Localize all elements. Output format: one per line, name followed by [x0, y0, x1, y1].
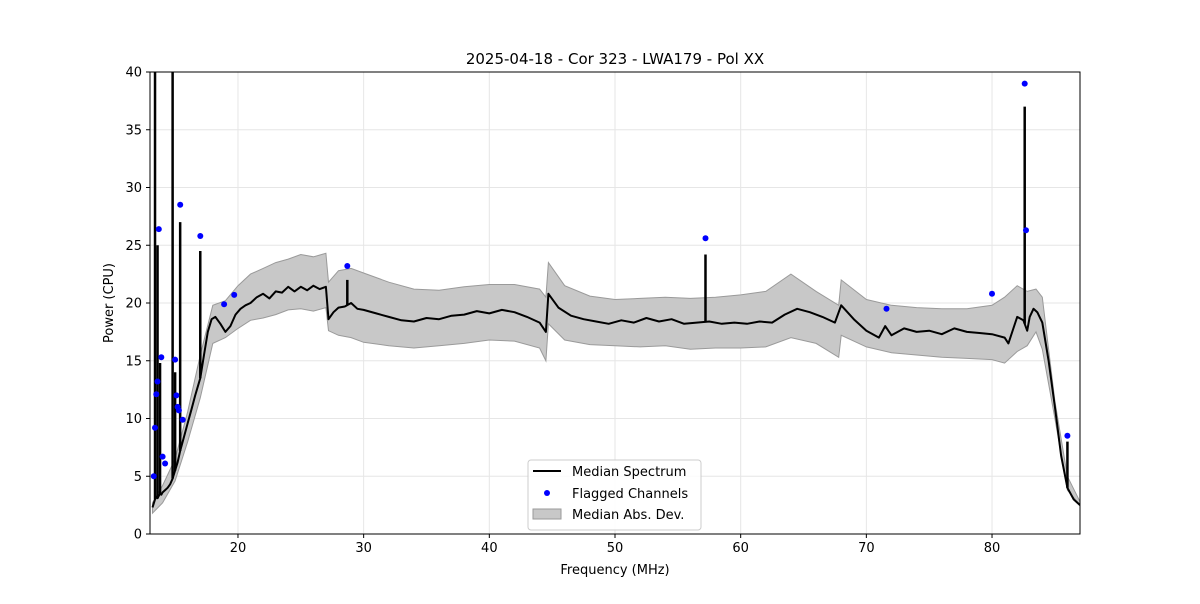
x-axis-label: Frequency (MHz): [560, 563, 669, 578]
x-tick-label: 70: [858, 541, 875, 556]
y-tick-label: 5: [134, 470, 142, 485]
x-tick-label: 40: [481, 541, 498, 556]
flagged-channel-point: [154, 378, 161, 385]
flagged-channel-point: [179, 416, 186, 423]
flagged-channel-point: [989, 290, 995, 297]
y-tick-label: 15: [125, 354, 142, 369]
flagged-channel-point: [153, 391, 160, 398]
flagged-channel-point: [159, 453, 166, 460]
y-tick-label: 20: [125, 297, 142, 312]
y-tick-label: 10: [125, 412, 142, 427]
flagged-channel-point: [1023, 227, 1029, 234]
x-tick-label: 20: [230, 541, 247, 556]
flagged-channel-point: [1021, 80, 1028, 87]
flagged-channel-point: [702, 235, 709, 242]
legend-box: [527, 459, 702, 531]
y-tick-label: 25: [125, 239, 142, 254]
y-tick-label: 0: [134, 528, 142, 543]
flagged-channel-point: [1064, 432, 1071, 439]
legend-label-mad: Median Abs. Dev.: [572, 508, 684, 523]
flagged-channel-point: [175, 407, 182, 414]
flagged-channel-point: [150, 473, 157, 480]
flagged-channel-point: [152, 424, 158, 431]
y-axis: 0 5 10 15 20 25 30 35 40: [125, 66, 150, 543]
legend-label-median: Median Spectrum: [572, 465, 686, 480]
flagged-channel-point: [883, 305, 890, 312]
flagged-channel-point: [197, 233, 204, 239]
legend-label-flagged: Flagged Channels: [572, 487, 688, 502]
median-spectrum-line: [151, 284, 1080, 508]
flagged-channel-point: [173, 392, 180, 399]
y-tick-label: 35: [125, 123, 142, 138]
legend: Median Spectrum Flagged Channels Median …: [527, 459, 702, 531]
flagged-channel-point: [231, 291, 238, 298]
mad-band: [152, 252, 1080, 515]
x-tick-label: 80: [984, 541, 1001, 556]
y-tick-label: 30: [125, 181, 142, 196]
x-axis: 20 30 40 50 60 70 80: [230, 534, 1001, 556]
legend-patch-swatch: [532, 508, 562, 520]
flagged-channel-point: [155, 226, 162, 233]
flagged-channel-point: [344, 263, 351, 269]
chart-title: 2025-04-18 - Cor 323 - LWA179 - Pol XX: [466, 50, 764, 68]
x-tick-label: 30: [355, 541, 372, 556]
flagged-channel-point: [177, 201, 184, 208]
y-tick-label: 40: [125, 66, 142, 81]
flagged-channel-point: [162, 460, 169, 467]
flagged-channel-point: [158, 354, 165, 361]
y-axis-label: Power (CPU): [102, 263, 117, 343]
x-tick-label: 60: [732, 541, 749, 556]
flagged-channel-point: [221, 301, 228, 308]
flagged-markers: [150, 80, 1071, 480]
flagged-channel-point: [172, 356, 179, 363]
x-tick-label: 50: [607, 541, 624, 556]
legend-marker-swatch: [544, 490, 550, 496]
